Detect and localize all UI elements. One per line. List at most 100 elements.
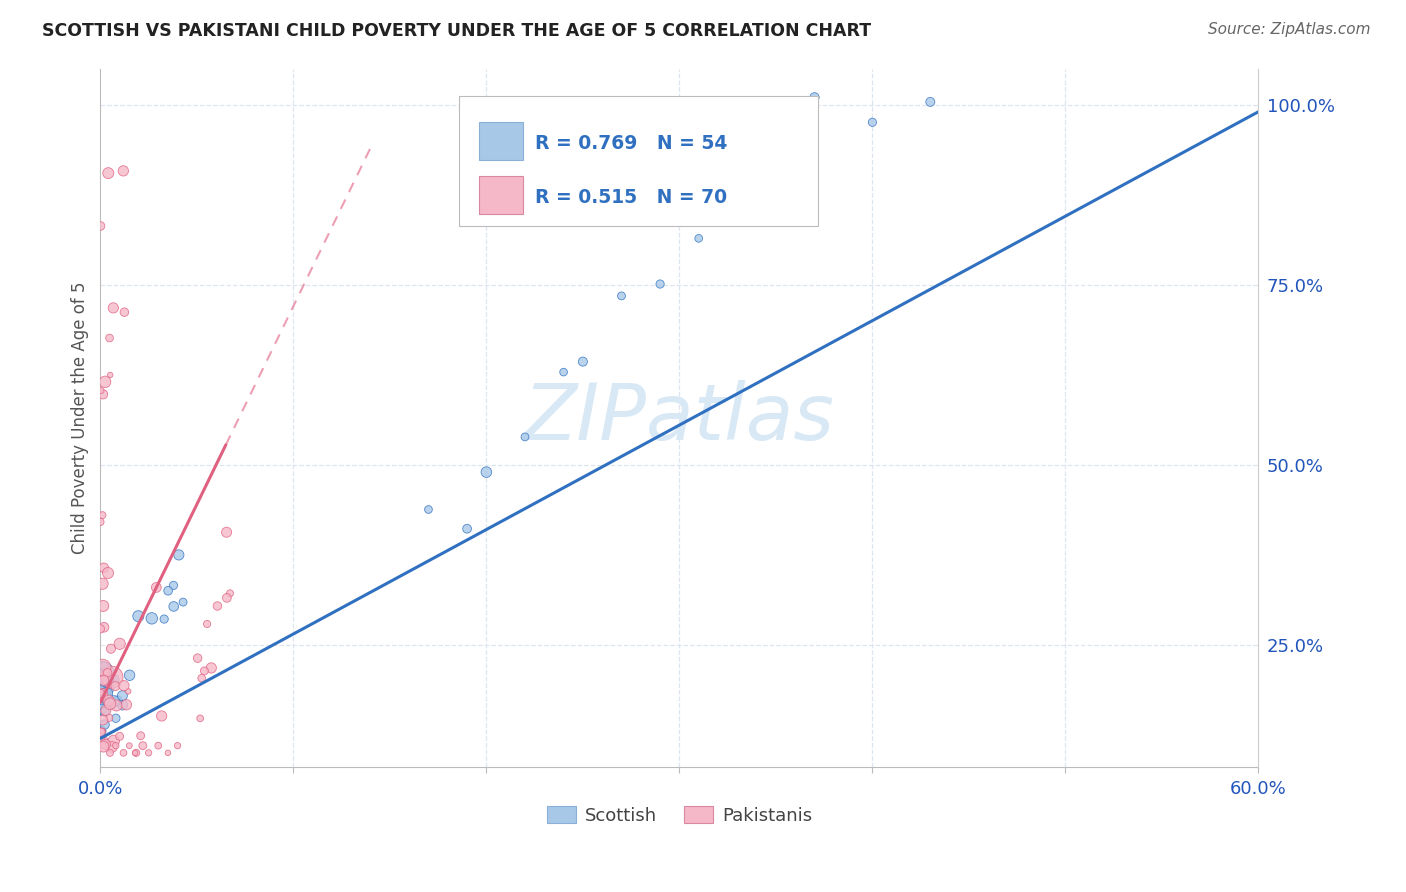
Point [94,694,117,708]
Point [91,723,114,738]
Point [98,711,121,725]
Point [90,698,112,712]
Point [90,219,112,233]
Point [187,651,209,665]
Point [145,581,167,595]
Point [98,746,121,760]
Point [89,687,111,701]
Point [765,119,787,133]
Point [97,673,120,687]
Point [163,599,186,614]
Point [94,681,117,695]
Point [112,746,135,760]
Point [118,668,141,682]
Point [553,365,575,379]
Point [193,664,215,678]
Point [98,331,121,345]
Point [105,698,128,713]
Point [129,729,152,743]
Point [112,679,135,693]
Point [215,591,238,605]
Point [98,697,121,711]
Point [100,641,122,656]
Point [89,671,111,685]
Point [108,730,131,744]
Point [93,717,115,731]
Point [112,164,135,178]
Text: ZIPatlas: ZIPatlas [524,380,835,456]
Point [456,522,478,536]
Point [860,115,883,129]
Point [111,698,134,712]
Point [162,578,184,592]
Point [215,525,238,540]
Point [103,734,125,748]
Point [90,732,112,747]
Point [89,622,111,636]
Point [97,693,120,707]
Y-axis label: Child Poverty Under the Age of 5: Child Poverty Under the Age of 5 [72,282,89,554]
Point [207,599,229,613]
Point [90,724,112,739]
Point [648,277,671,291]
Point [94,687,117,701]
Point [150,709,173,723]
Point [127,609,149,624]
Point [190,671,212,685]
Point [104,679,127,693]
Point [91,687,114,701]
FancyBboxPatch shape [479,122,523,161]
Point [93,620,115,634]
FancyBboxPatch shape [460,96,818,226]
Point [91,691,114,706]
Point [90,701,112,715]
Point [91,683,114,698]
Point [112,305,135,319]
Point [125,746,148,760]
Point [91,677,114,691]
Point [111,689,134,703]
Point [167,548,190,562]
Point [172,595,194,609]
Point [138,746,160,760]
Point [93,561,115,575]
Point [101,670,124,684]
Point [803,90,825,104]
Point [103,673,125,687]
Point [90,679,112,693]
Point [97,665,120,680]
Point [101,739,124,754]
Point [610,289,633,303]
Point [188,711,211,725]
Point [91,661,114,675]
Point [108,637,131,651]
Point [97,566,120,580]
Point [725,179,748,194]
Point [96,686,118,700]
Point [94,703,117,717]
Point [91,599,114,613]
Point [118,739,141,753]
Point [98,368,121,382]
Point [200,661,222,675]
Point [93,673,115,688]
Text: R = 0.515   N = 70: R = 0.515 N = 70 [534,187,727,207]
Point [475,465,498,479]
Point [93,659,115,673]
Point [94,375,117,389]
Point [90,725,112,739]
Point [103,301,125,315]
Point [91,666,114,681]
Point [94,737,117,751]
Text: Source: ZipAtlas.com: Source: ZipAtlas.com [1208,22,1371,37]
Point [107,693,129,707]
Point [89,515,111,529]
Point [153,612,176,626]
Point [93,669,115,683]
Text: R = 0.769   N = 54: R = 0.769 N = 54 [534,134,727,153]
Point [90,724,112,739]
Point [91,576,114,591]
Point [513,430,536,444]
Point [91,508,114,522]
Point [157,583,180,598]
